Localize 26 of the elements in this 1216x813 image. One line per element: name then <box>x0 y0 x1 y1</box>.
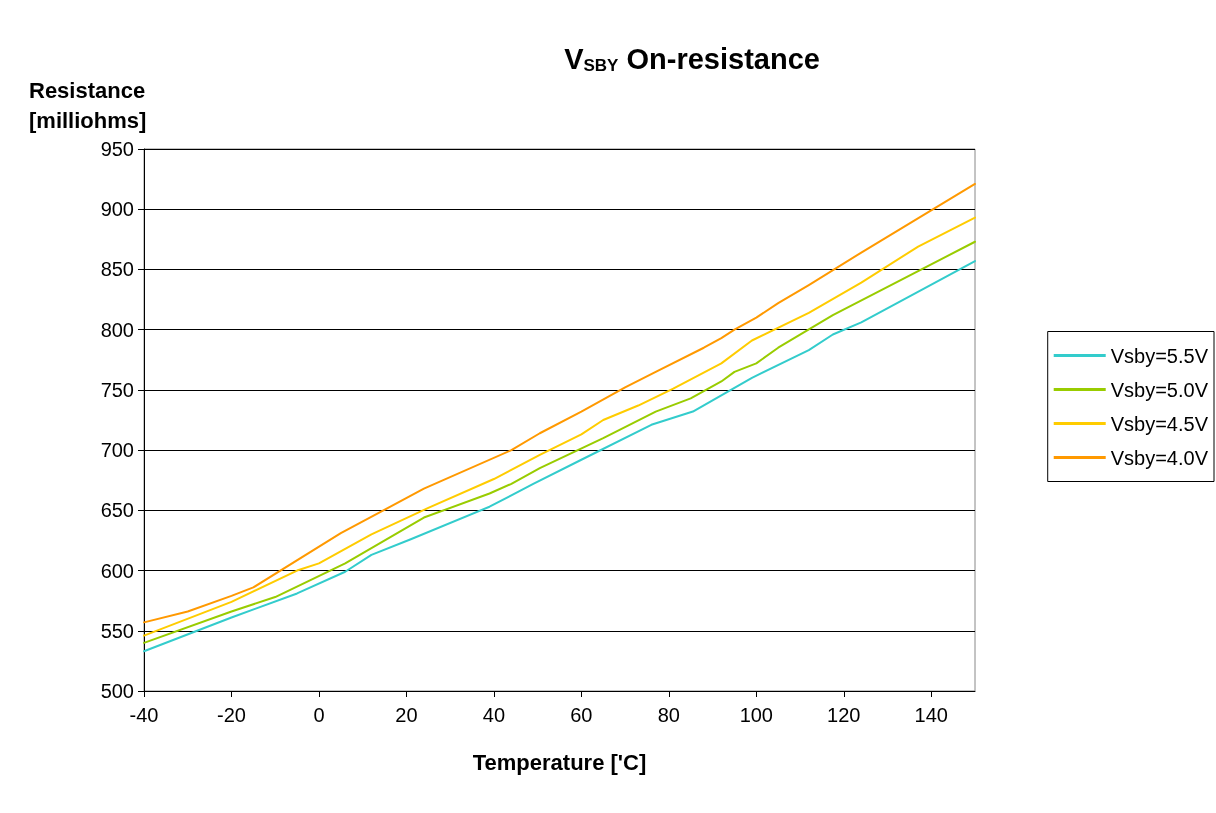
x-tick-label: 120 <box>827 704 861 726</box>
y-tick-label: 700 <box>100 439 134 462</box>
x-tick-label: 80 <box>657 704 680 726</box>
x-tick-label: 0 <box>313 704 325 726</box>
y-axis-title: Resistance [milliohms] <box>29 77 147 133</box>
legend-label: Vsby=5.5V <box>1110 344 1209 367</box>
legend-label: Vsby=4.0V <box>1110 446 1209 469</box>
legend-label: Vsby=5.0V <box>1110 378 1209 401</box>
x-tick-label: 140 <box>914 704 948 726</box>
x-axis-title: Temperature ['C] <box>472 749 647 775</box>
x-tick-label: -40 <box>129 704 159 726</box>
y-tick-label: 500 <box>100 680 134 702</box>
y-tick-label: 750 <box>100 378 134 401</box>
y-tick-label: 600 <box>100 559 134 582</box>
x-tick-label: -20 <box>217 704 246 726</box>
legend-label: Vsby=4.5V <box>1110 412 1209 435</box>
y-tick-label: 650 <box>100 499 134 522</box>
y-tick-label: 850 <box>100 258 134 281</box>
x-tick-label: 40 <box>482 704 506 726</box>
y-tick-label: 550 <box>100 619 134 642</box>
y-tick-label: 950 <box>100 138 134 160</box>
y-tick-label: 800 <box>100 318 134 341</box>
x-tick-label: 60 <box>570 704 593 726</box>
x-tick-label: 20 <box>395 704 418 726</box>
y-tick-label: 900 <box>100 198 134 221</box>
x-tick-label: 100 <box>739 704 773 726</box>
